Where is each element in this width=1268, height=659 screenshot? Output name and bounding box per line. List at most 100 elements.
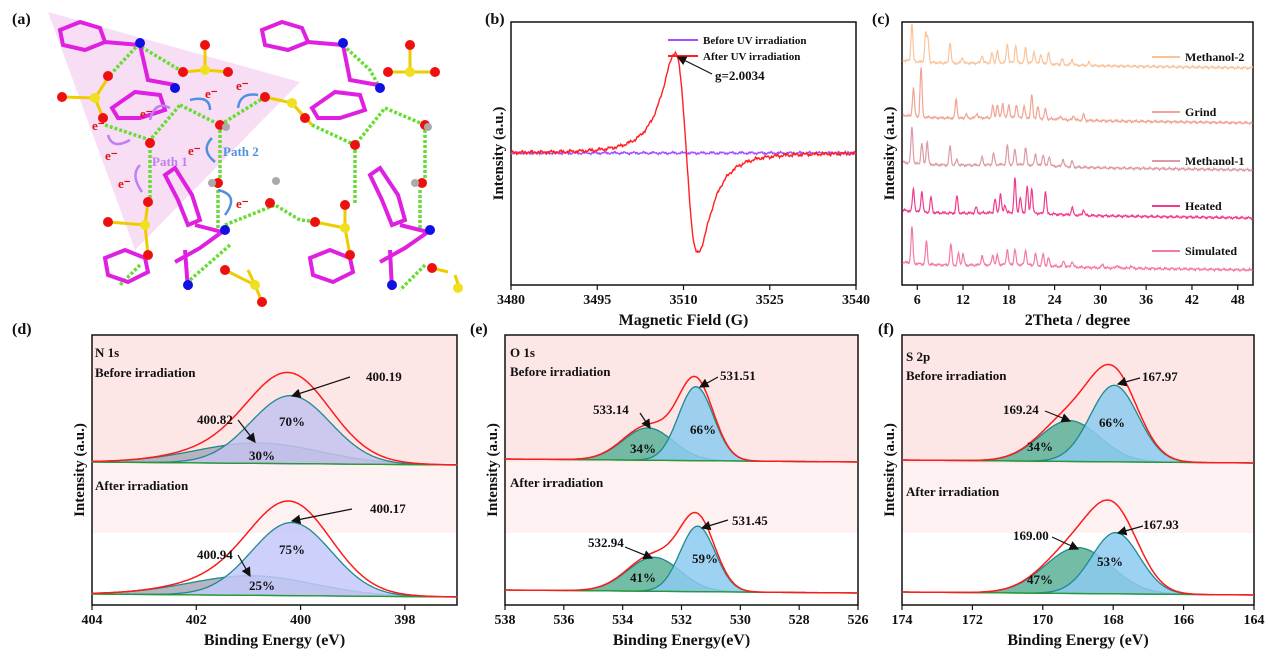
y-axis-label: Intensity (a.u.)	[882, 423, 898, 517]
x-tick-label: 3540	[842, 293, 870, 308]
peak-percent-label: 47%	[1027, 572, 1053, 587]
x-axis-label: Magnetic Field (G)	[619, 312, 749, 329]
legend-label: Before UV irradiation	[703, 35, 806, 47]
peak-position-label: 532.94	[588, 535, 624, 550]
xrd-pattern-grind	[902, 67, 1253, 126]
electron-label: e⁻	[118, 176, 131, 191]
panel-label: (b)	[485, 11, 505, 28]
x-tick-label: 6	[914, 293, 921, 308]
envelope-fit	[505, 511, 858, 594]
x-tick-label: 526	[848, 613, 869, 628]
x-tick-label: 3480	[497, 293, 525, 308]
peak-percent-label: 75%	[279, 542, 305, 557]
legend-label: Methanol-2	[1185, 50, 1244, 64]
peak-percent-label: 41%	[630, 570, 656, 585]
legend-label: After UV irradiation	[703, 51, 800, 63]
panel-label: (a)	[12, 11, 31, 28]
path-highlight	[48, 12, 300, 250]
peak-arrow	[1044, 410, 1072, 423]
g-value-annotation: g=2.0034	[715, 68, 765, 83]
peak-arrow	[639, 412, 651, 429]
peak-position-label: 400.82	[197, 412, 233, 427]
peak-position-label: 167.97	[1142, 369, 1178, 384]
peak-percent-label: 70%	[279, 414, 305, 429]
x-tick-label: 398	[394, 613, 415, 628]
x-tick-label: 166	[1173, 613, 1194, 628]
y-axis-label: Intensity (a.u.)	[491, 107, 507, 201]
peak-arrow	[237, 554, 251, 578]
electron-label: e⁻	[236, 78, 249, 93]
core-level-label: S 2p	[906, 349, 930, 364]
peak-position-label: 531.45	[732, 513, 768, 528]
axes-e: 538 536 534 532 530 528 526 Binding Energy(eV) I…	[485, 334, 869, 649]
x-tick-label: 530	[730, 613, 751, 628]
core-level-label: N 1s	[95, 345, 119, 360]
peak-arrow	[1051, 536, 1080, 550]
crystal-structure-image: e⁻ e⁻ e⁻ e⁻ e⁻ e⁻ e⁻ e⁻ Path 1 Path 2	[48, 12, 463, 307]
x-tick-label: 36	[1139, 293, 1153, 308]
axes-b: 3480 3495 3510 3525 3540 Magnetic Field (G) In…	[491, 21, 870, 329]
x-axis-label: Binding Energy (eV)	[1007, 632, 1148, 649]
envelope-fit	[505, 375, 858, 463]
envelope-fit	[902, 499, 1254, 596]
electron-label: e⁻	[105, 148, 118, 163]
peak-arrow	[290, 508, 353, 525]
peak-arrow	[698, 376, 719, 388]
bonds	[57, 19, 433, 291]
x-tick-label: 170	[1032, 613, 1053, 628]
x-axis-label: 2Theta / degree	[1025, 312, 1130, 329]
panel-label: (d)	[12, 321, 32, 338]
panel-label: (c)	[872, 11, 890, 28]
x-tick-label: 3525	[756, 293, 784, 308]
spectrum-label-before: Before irradiation	[95, 365, 196, 380]
electron-label: e⁻	[236, 196, 249, 211]
peak-position-label: 169.00	[1013, 528, 1049, 543]
legend-label: Methanol-1	[1185, 154, 1244, 168]
atoms	[57, 38, 463, 307]
peak-percent-label: 53%	[1097, 554, 1123, 569]
x-tick-label: 172	[962, 613, 983, 628]
core-level-label: O 1s	[510, 345, 535, 360]
peak-percent-label: 66%	[690, 422, 716, 437]
legend-label: Heated	[1185, 199, 1222, 213]
x-tick-label: 42	[1185, 293, 1199, 308]
peak-arrow	[237, 419, 256, 443]
background-band	[902, 463, 1254, 533]
x-tick-label: 18	[1002, 293, 1016, 308]
peak-position-label: 400.94	[197, 547, 233, 562]
envelope-fit	[92, 371, 458, 466]
legend-label: Simulated	[1185, 244, 1237, 258]
legend-label: Grind	[1185, 105, 1217, 119]
peak-arrow	[700, 519, 729, 531]
peak-percent-label: 59%	[692, 551, 718, 566]
xrd-pattern-simulated	[902, 226, 1254, 273]
electron-label: e⁻	[205, 86, 218, 101]
x-tick-label: 532	[671, 613, 692, 628]
electron-label: e⁻	[92, 118, 105, 133]
xrd-pattern-heated	[902, 177, 1254, 221]
peak-arrow	[290, 376, 351, 398]
x-tick-label: 168	[1103, 613, 1124, 628]
plot-frame	[91, 334, 458, 606]
x-tick-label: 3510	[670, 293, 698, 308]
peak-position-label: 169.24	[1003, 402, 1039, 417]
x-tick-label: 3495	[583, 293, 611, 308]
panel-label: (f)	[878, 321, 894, 338]
series-line-after	[510, 50, 857, 254]
x-tick-label: 12	[956, 293, 970, 308]
baseline	[91, 593, 458, 598]
peak-position-label: 167.93	[1143, 517, 1179, 532]
peak-percent-label: 66%	[1099, 415, 1125, 430]
electron-transfer-arrows	[106, 93, 259, 216]
y-axis-label: Intensity (a.u.)	[485, 423, 501, 517]
peak-position-label: 531.51	[720, 368, 756, 383]
electron-label: e⁻	[140, 106, 153, 121]
x-tick-label: 400	[290, 613, 311, 628]
x-tick-label: 402	[186, 613, 207, 628]
electron-labels: e⁻ e⁻ e⁻ e⁻ e⁻ e⁻ e⁻ e⁻ Path 1 Path 2	[92, 78, 259, 211]
peak-percent-label: 34%	[1027, 439, 1053, 454]
component-peak-531.45	[504, 525, 859, 594]
annotation-arrow	[676, 56, 713, 75]
x-axis-label: Binding Energy(eV)	[613, 632, 750, 649]
